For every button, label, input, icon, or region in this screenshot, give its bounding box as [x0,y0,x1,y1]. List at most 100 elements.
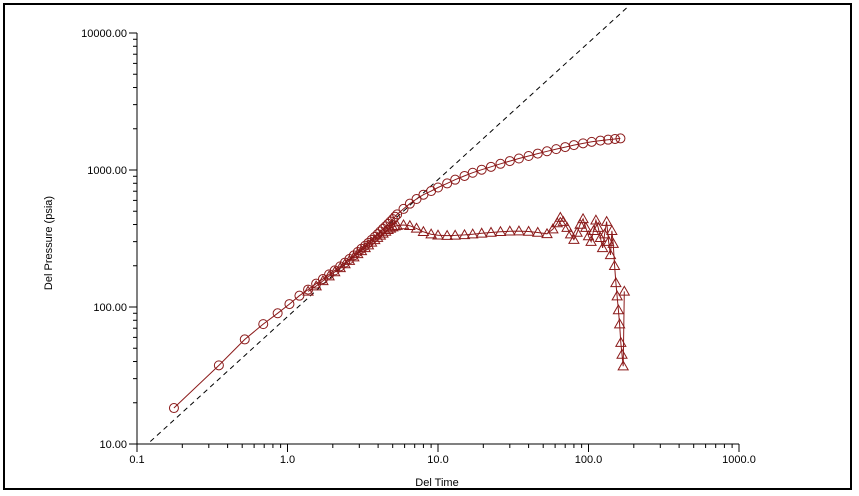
data-point-circle [523,151,534,162]
data-point-circle [272,308,283,319]
data-point-circle [392,209,403,220]
data-point-triangle [531,226,544,237]
chart-frame [3,3,852,490]
data-point-triangle [475,227,488,238]
data-point-circle [366,234,377,245]
series-line [173,137,621,409]
data-point-triangle [547,223,559,234]
x-tick-label: 10.0 [427,454,448,466]
data-point-triangle [310,280,323,291]
data-point-circle [504,156,515,167]
y-tick-label: 1000.00 [87,165,127,177]
data-point-triangle [441,229,453,240]
data-point-triangle [612,304,625,315]
data-point-triangle [494,225,507,237]
data-point-triangle [466,228,479,239]
data-point-circle [486,161,497,172]
data-point-triangle [432,229,444,240]
data-point-circle [311,278,322,289]
data-point-triangle [386,221,399,232]
data-point-triangle [485,226,497,237]
data-point-circle [442,178,453,189]
data-point-triangle [574,218,587,229]
data-point-triangle [607,237,620,248]
data-point-triangle [614,336,627,347]
data-point-triangle [410,222,423,233]
data-point-triangle [568,233,580,244]
data-point-triangle [449,229,462,240]
data-point-circle [595,135,606,146]
data-point-circle [532,148,543,159]
x-tick-label: 100.0 [575,454,603,466]
y-tick-label: 10000.00 [81,28,127,40]
data-point-triangle [600,215,613,226]
data-point-triangle [618,285,631,296]
y-tick-label: 10.00 [99,439,127,451]
tick-labels: 0.1 1.0 10.0 100.0 1000.0 10.00 100.00 1000.00 1… [81,28,756,466]
data-point-triangle [610,276,622,288]
data-point-triangle [582,229,595,241]
data-point-triangle [503,225,516,236]
x-tick-label: 1000.0 [722,454,756,466]
data-point-triangle [602,235,615,246]
data-point-triangle [577,212,589,224]
data-point-triangle [403,219,416,230]
data-point-circle [450,174,461,185]
data-point-circle [433,182,443,193]
data-point-triangle [397,218,410,230]
data-point-triangle [606,224,618,236]
data-point-triangle [561,221,573,232]
data-point-circle [513,153,524,164]
data-point-triangle [425,228,437,239]
data-point-triangle [513,225,525,236]
data-point-circle [542,146,553,157]
x-tick-label: 1.0 [280,454,295,466]
data-point-triangle [579,221,592,232]
data-point-triangle [339,257,351,269]
data-point-circle [168,403,179,414]
y-tick-label: 100.00 [93,302,127,314]
data-point-circle [294,290,305,301]
data-point-triangle [594,231,607,243]
series-group [168,133,631,414]
axis-ticks [129,32,740,452]
data-point-triangle [417,225,430,237]
data-point-triangle [613,318,626,329]
y-axis-title: Del Pressure (psia) [43,196,55,290]
data-point-circle [404,198,415,209]
data-point-triangle [343,254,356,265]
data-point-circle [467,167,478,178]
data-point-triangle [389,220,401,231]
data-point-triangle [362,239,375,250]
data-point-triangle [377,227,389,238]
data-point-triangle [522,225,535,236]
data-point-circle [476,164,487,175]
data-point-triangle [617,360,630,371]
data-point-triangle [302,285,314,296]
data-point-triangle [596,241,609,253]
data-point-circle [363,237,374,248]
data-point-triangle [347,251,360,262]
x-axis-title: Del Time [415,477,458,489]
data-point-triangle [590,214,602,225]
data-point-triangle [458,228,471,240]
data-point-triangle [604,248,617,260]
data-point-triangle [608,259,621,271]
x-tick-label: 0.1 [129,454,144,466]
data-point-triangle [571,226,583,237]
data-point-circle [258,319,269,330]
data-point-circle [603,134,614,145]
data-point-triangle [587,224,600,236]
data-point-circle [495,158,506,169]
data-point-triangle [351,247,364,259]
data-point-triangle [616,348,628,359]
data-point-circle [239,334,250,345]
data-point-circle [610,133,621,144]
data-point-circle [213,360,224,371]
data-point-triangle [585,235,597,246]
data-point-circle [615,133,626,144]
series-triangle [302,211,631,371]
data-point-triangle [359,241,372,253]
data-point-triangle [592,221,605,232]
